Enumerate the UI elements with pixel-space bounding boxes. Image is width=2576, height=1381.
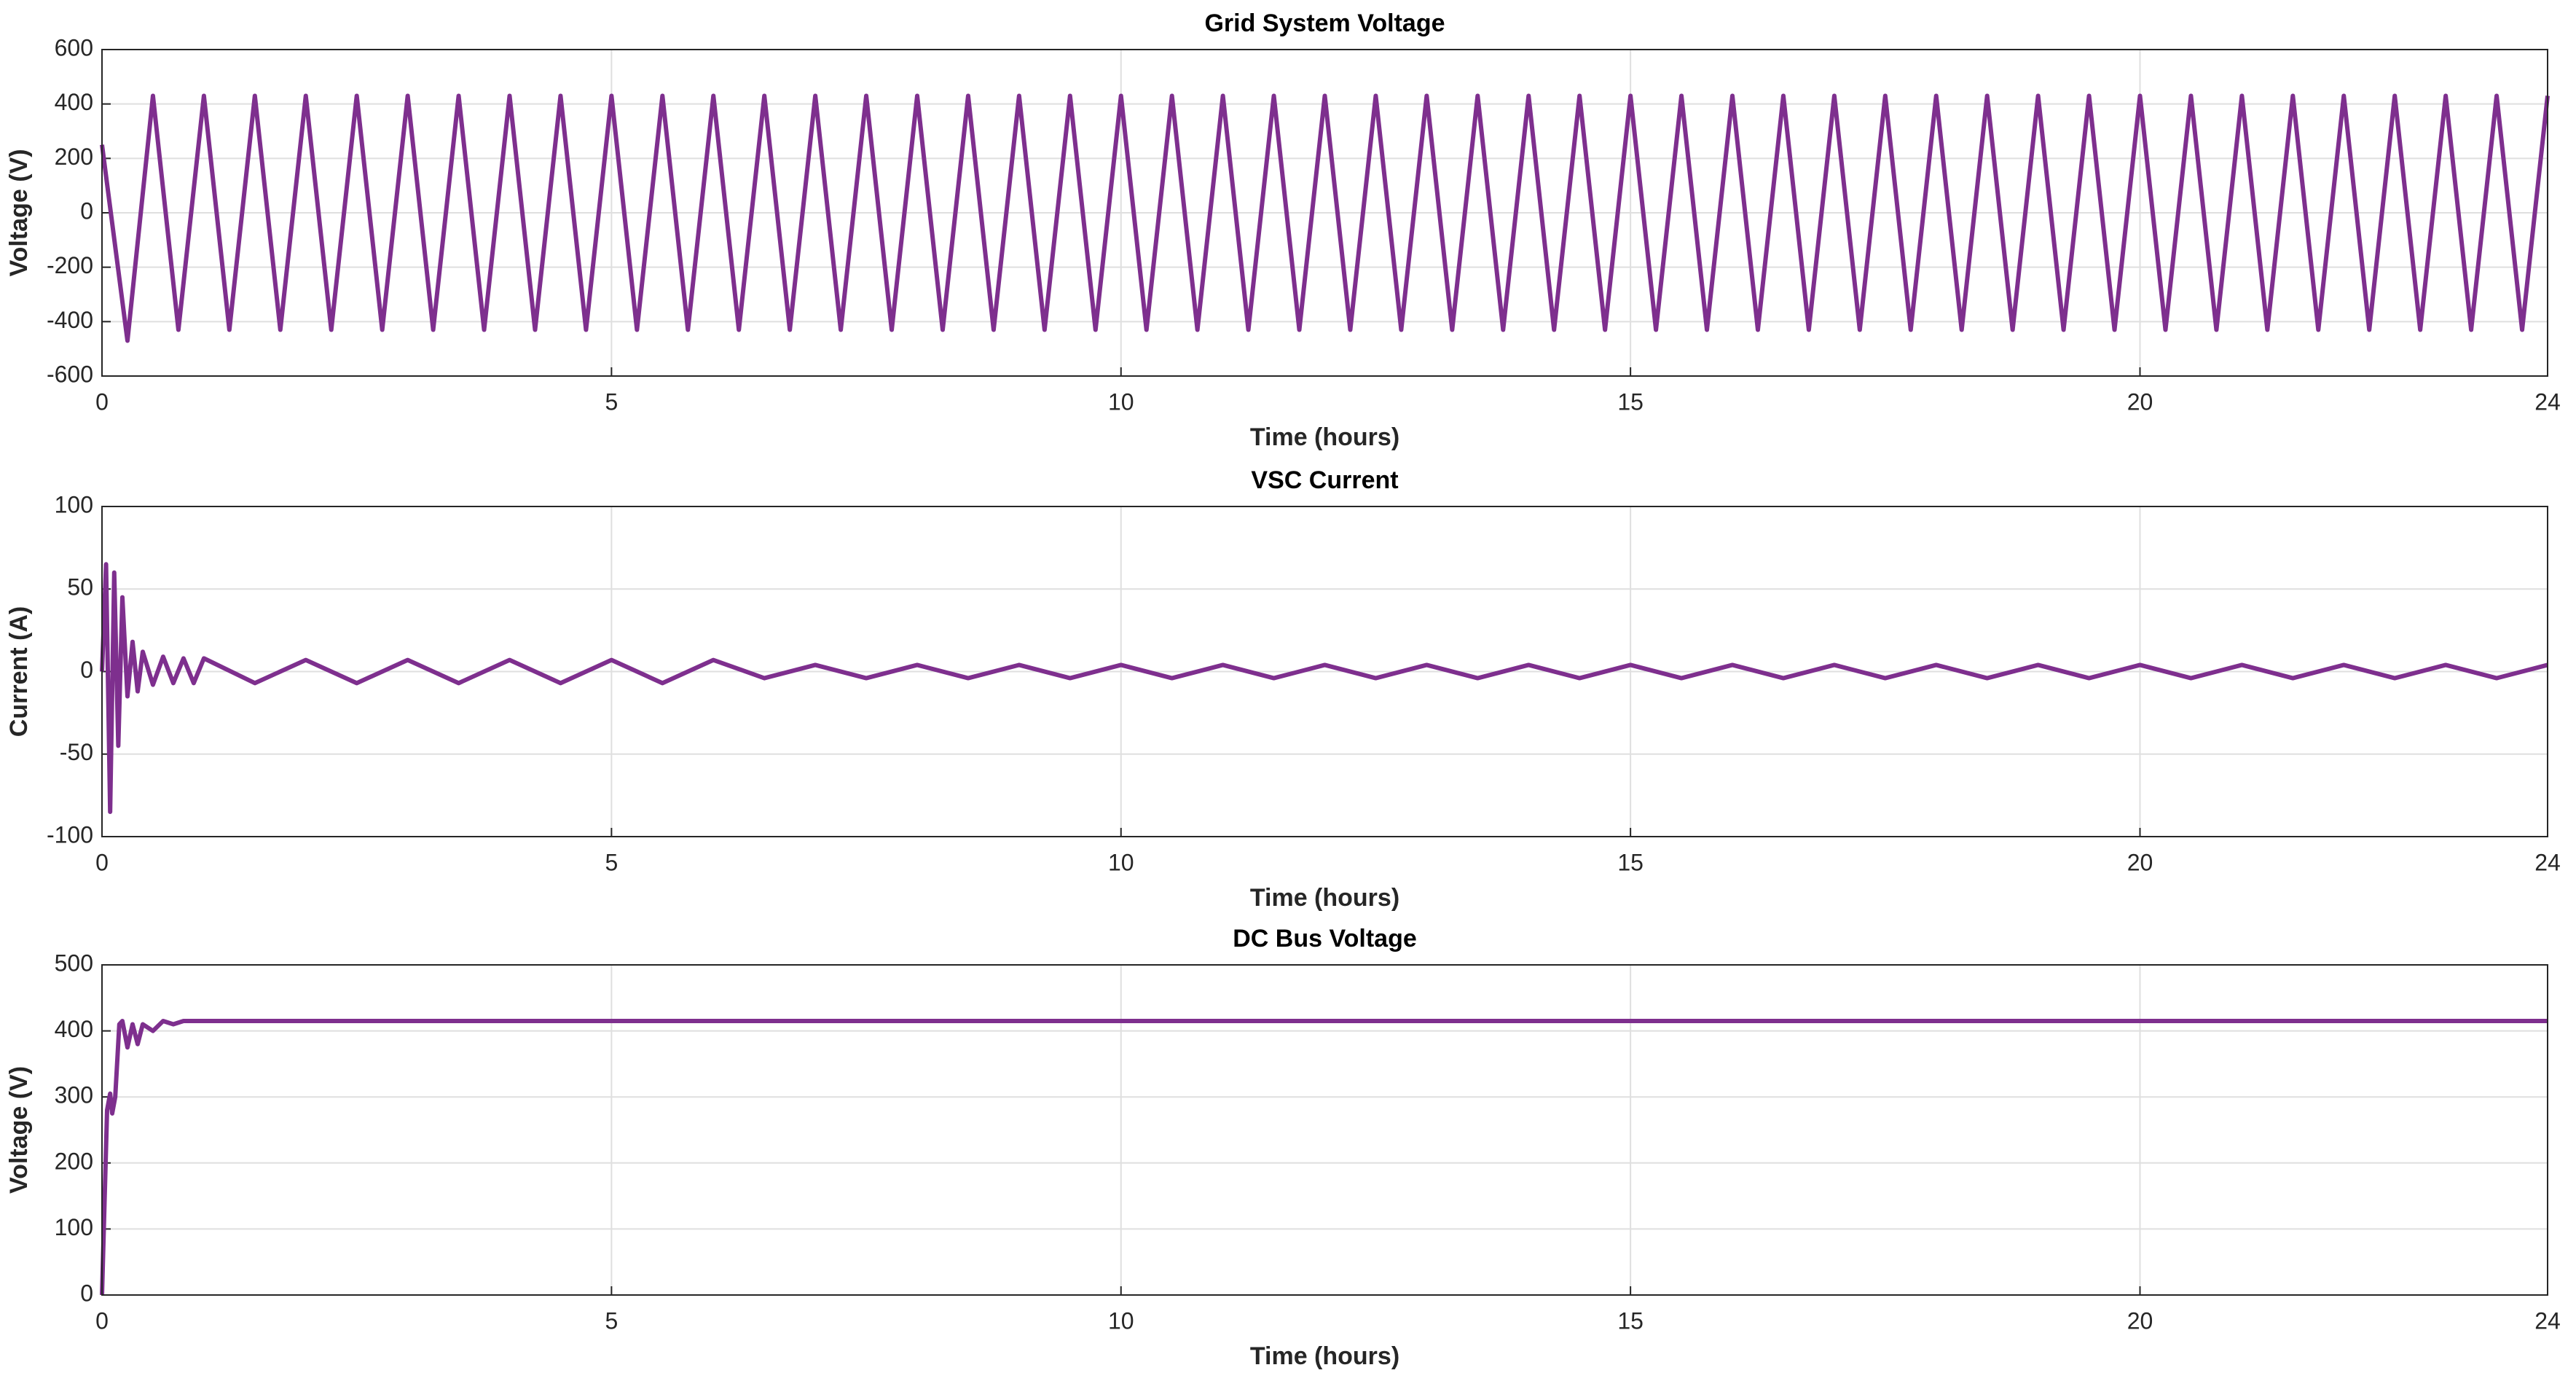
y-tick-label: 50 xyxy=(67,574,93,600)
axes: 0 5 10 15 20 24 0 100 200 300 400 500 DC Bus Voltage… xyxy=(5,925,2561,1370)
x-tick-label: 15 xyxy=(1617,388,1644,415)
x-tick-label: 10 xyxy=(1108,388,1134,415)
x-tick-label: 0 xyxy=(95,1307,109,1334)
y-tick-label: -50 xyxy=(60,739,93,765)
data-line xyxy=(100,562,2548,815)
x-tick-label: 15 xyxy=(1617,849,1644,875)
y-tick-label: -100 xyxy=(47,821,93,848)
x-axis-label: Time (hours) xyxy=(1250,1342,1399,1370)
x-tick-label: 20 xyxy=(2127,1307,2153,1334)
x-tick-label: 0 xyxy=(95,388,109,415)
y-tick-label: -600 xyxy=(47,361,93,387)
x-tick-label: 10 xyxy=(1108,1307,1134,1334)
y-tick-label: 400 xyxy=(55,89,93,115)
x-axis-label: Time (hours) xyxy=(1250,884,1399,912)
axes-frame xyxy=(101,506,2548,837)
data-line xyxy=(100,93,2550,343)
x-tick-label: 5 xyxy=(605,849,618,875)
y-tick-label: 0 xyxy=(80,657,93,683)
y-tick-label: 600 xyxy=(55,34,93,60)
x-axis-label: Time (hours) xyxy=(1250,423,1399,451)
plot-area xyxy=(102,965,2548,1295)
y-tick-label: 200 xyxy=(55,1148,93,1174)
chart-title: Grid System Voltage xyxy=(1204,9,1445,37)
y-tick-label: 500 xyxy=(55,950,93,976)
x-tick-label: 24 xyxy=(2534,1307,2561,1334)
y-tick-label: 0 xyxy=(80,1280,93,1306)
x-tick-label: 10 xyxy=(1108,849,1134,875)
y-axis-label: Voltage (V) xyxy=(5,149,33,276)
y-tick-label: 100 xyxy=(55,491,93,517)
y-tick-label: -200 xyxy=(47,252,93,278)
y-tick-label: 400 xyxy=(55,1016,93,1042)
y-axis-label: Current (A) xyxy=(5,606,33,737)
chart-title: DC Bus Voltage xyxy=(1233,925,1417,952)
x-tick-label: 24 xyxy=(2534,849,2561,875)
x-tick-label: 20 xyxy=(2127,849,2153,875)
y-tick-label: 0 xyxy=(80,197,93,224)
y-tick-label: 200 xyxy=(55,144,93,170)
y-tick-label: 100 xyxy=(55,1214,93,1240)
x-tick-label: 20 xyxy=(2127,388,2153,415)
axes: 0 5 10 15 20 24 -100 -50 0 50 100 VSC Current Time (… xyxy=(5,466,2561,912)
axes-frame xyxy=(101,49,2548,377)
y-tick-label: 300 xyxy=(55,1082,93,1108)
y-axis-label: Voltage (V) xyxy=(5,1066,33,1194)
x-tick-label: 5 xyxy=(605,388,618,415)
x-tick-label: 15 xyxy=(1617,1307,1644,1334)
data-line xyxy=(100,1019,2548,1296)
axes: 0 5 10 15 20 24 -600 -400 -200 0 200 400 600 Grid Sys… xyxy=(5,9,2561,451)
x-tick-label: 24 xyxy=(2534,388,2561,415)
axes-frame xyxy=(101,964,2548,1296)
y-tick-label: -400 xyxy=(47,307,93,333)
x-tick-label: 0 xyxy=(95,849,109,875)
chart-title: VSC Current xyxy=(1251,466,1398,494)
x-tick-label: 5 xyxy=(605,1307,618,1334)
